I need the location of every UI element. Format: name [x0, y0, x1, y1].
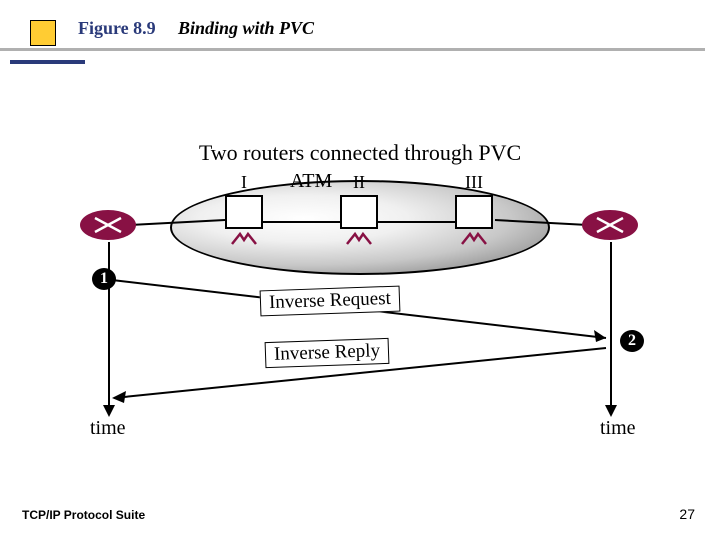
router-icon: [80, 210, 136, 240]
switch-icon: [345, 230, 373, 246]
step-badge: 2: [620, 330, 644, 352]
atm-switch-label: II: [340, 172, 378, 193]
router-icon: [582, 210, 638, 240]
switch-icon: [230, 230, 258, 246]
atm-label: ATM: [290, 170, 332, 193]
atm-switch-label: I: [225, 172, 263, 193]
step-badge: 1: [92, 268, 116, 290]
atm-switch: [225, 195, 263, 229]
atm-switch: [455, 195, 493, 229]
message-label: Inverse Request: [260, 286, 401, 317]
message-label: Inverse Reply: [265, 338, 390, 368]
switch-icon: [460, 230, 488, 246]
atm-switch-label: III: [455, 172, 493, 193]
atm-switch: [340, 195, 378, 229]
